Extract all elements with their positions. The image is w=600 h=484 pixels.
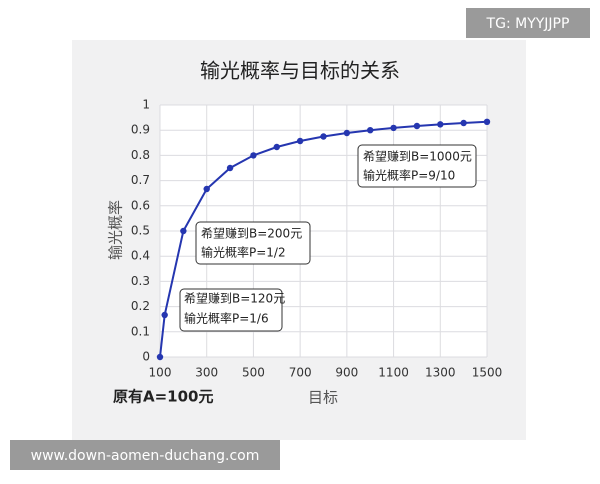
y-tick-label: 0.2 (131, 299, 150, 313)
point (250, 152, 257, 159)
y-axis-label: 输光概率 (107, 200, 125, 260)
point (320, 133, 327, 140)
y-tick-label: 1 (142, 98, 150, 112)
x-tick-label: 1500 (472, 366, 503, 380)
annotation: 希望赚到B=200元 输光概率P=1/2 (195, 221, 311, 265)
y-tick-label: 0.9 (131, 123, 150, 137)
annotation-text: 希望赚到B=120元 (184, 291, 285, 306)
annotation-text: 输光概率P=1/6 (184, 311, 269, 326)
watermark: TG: MYYJJPP (486, 16, 570, 32)
point (390, 124, 397, 132)
watermark: www.down-aomen-duchang.com (31, 448, 260, 464)
chart-title: 输光概率与目标的关系 (200, 59, 400, 83)
x-tick-label: 900 (335, 366, 358, 380)
annotation-text: 输光概率P=1/2 (201, 245, 286, 260)
point (156, 353, 164, 361)
annotation-box (195, 221, 311, 265)
annotation: 希望赚到B=120元 输光概率P=1/6 (179, 288, 285, 332)
point (273, 143, 280, 151)
y-tick-label: 0.8 (131, 148, 150, 162)
footnote: 原有A=100元 (113, 388, 214, 406)
point (437, 121, 444, 128)
annotation-box (357, 144, 477, 188)
y-tick-label: 0.3 (131, 274, 150, 288)
point (483, 118, 491, 126)
x-axis-label: 目标 (308, 389, 338, 407)
y-tick-label: 0.1 (131, 324, 150, 338)
point (226, 164, 234, 172)
annotation: 希望赚到B=1000元 输光概率P=9/10 (357, 144, 477, 188)
y-tick-label: 0.4 (131, 249, 150, 263)
annotation-text: 希望赚到B=1000元 (363, 149, 472, 164)
watermark-box (466, 8, 590, 38)
x-tick-label: 100 (149, 366, 172, 380)
point (180, 227, 187, 235)
y-tick-label: 0.6 (131, 198, 150, 212)
point (367, 127, 374, 134)
line (159, 120, 488, 358)
point (460, 119, 467, 127)
x-tick-label: 500 (242, 366, 265, 380)
x-tick-label: 1300 (425, 366, 456, 380)
point (161, 311, 168, 319)
point (343, 129, 351, 137)
watermark-box (10, 440, 280, 470)
point (203, 185, 210, 193)
annotation-box (179, 288, 283, 332)
point (413, 122, 421, 130)
y-tick-label: 0.5 (131, 224, 150, 238)
annotation-text: 希望赚到B=200元 (201, 226, 302, 241)
point (296, 137, 304, 145)
y-tick-label: 0 (142, 350, 150, 364)
x-tick-label: 1100 (378, 366, 409, 380)
x-tick-label: 700 (289, 366, 312, 380)
annotation-text: 输光概率P=9/10 (363, 168, 455, 183)
y-tick-label: 0.7 (131, 173, 150, 187)
x-tick-label: 300 (195, 366, 218, 380)
